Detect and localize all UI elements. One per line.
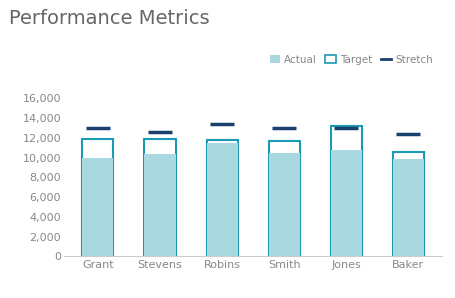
Bar: [82, 139, 113, 256]
Bar: [206, 140, 237, 256]
Bar: [392, 152, 423, 256]
Bar: [144, 153, 175, 256]
Bar: [82, 158, 113, 256]
Bar: [206, 143, 237, 256]
Bar: [268, 153, 299, 256]
Bar: [268, 141, 299, 256]
Bar: [330, 126, 361, 256]
Bar: [392, 159, 423, 256]
Legend: Actual, Target, Stretch: Actual, Target, Stretch: [265, 51, 436, 69]
Bar: [330, 150, 361, 256]
Text: Performance Metrics: Performance Metrics: [9, 9, 209, 28]
Bar: [144, 139, 175, 256]
